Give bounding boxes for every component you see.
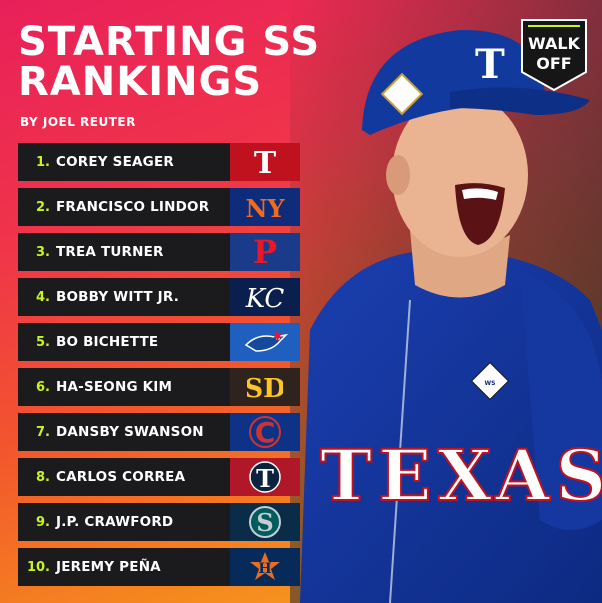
ranking-row: 9. J.P. CRAWFORD S: [18, 503, 300, 541]
svg-text:S: S: [256, 508, 273, 537]
player-name: FRANCISCO LINDOR: [56, 199, 210, 215]
player-name: BOBBY WITT JR.: [56, 289, 180, 305]
ranking-row: 7. DANSBY SWANSON C: [18, 413, 300, 451]
rank-number: 4.: [36, 289, 50, 305]
title-line-2: RANKINGS: [18, 59, 263, 105]
ranking-row: 4. BOBBY WITT JR. KC: [18, 278, 300, 316]
rank-number: 9.: [36, 514, 50, 530]
cubs-logo: C: [230, 413, 300, 451]
rank-number: 7.: [36, 424, 50, 440]
player-name: COREY SEAGER: [56, 154, 174, 170]
ranking-row: 8. CARLOS CORREA T: [18, 458, 300, 496]
svg-text:H: H: [258, 561, 271, 577]
player-name: JEREMY PEÑA: [56, 559, 161, 575]
ranking-row: 3. TREA TURNER P: [18, 233, 300, 271]
blue-jays-logo: [230, 323, 300, 361]
player-name: CARLOS CORREA: [56, 469, 186, 485]
svg-text:OFF: OFF: [536, 54, 571, 73]
phillies-logo: P: [230, 233, 300, 271]
svg-text:SD: SD: [247, 374, 283, 403]
rank-number: 5.: [36, 334, 50, 350]
rank-number: 8.: [36, 469, 50, 485]
rangers-logo: T: [230, 143, 300, 181]
svg-text:T: T: [475, 41, 505, 88]
rank-number: 6.: [36, 379, 50, 395]
rank-number: 2.: [36, 199, 50, 215]
mariners-logo: S: [230, 503, 300, 541]
player-name: TREA TURNER: [56, 244, 164, 260]
svg-text:T: T: [254, 147, 277, 177]
mets-logo: NY: [230, 188, 300, 226]
svg-text:NY: NY: [245, 194, 285, 222]
ranking-row: 2. FRANCISCO LINDOR NY: [18, 188, 300, 226]
rank-number: 10.: [26, 559, 50, 575]
ranking-row: 5. BO BICHETTE: [18, 323, 300, 361]
player-name: DANSBY SWANSON: [56, 424, 204, 440]
royals-logo: KC: [230, 278, 300, 316]
player-name: J.P. CRAWFORD: [56, 514, 174, 530]
rankings-list: 1. COREY SEAGER T 2. FRANCISCO LINDOR NY…: [18, 143, 300, 593]
svg-text:C: C: [255, 416, 276, 449]
svg-text:WS: WS: [485, 380, 496, 387]
svg-text:T: T: [256, 464, 274, 493]
svg-text:TEXAS: TEXAS: [320, 434, 602, 517]
rank-number: 1.: [36, 154, 50, 170]
player-name: BO BICHETTE: [56, 334, 159, 350]
rank-number: 3.: [36, 244, 50, 260]
twins-logo: T: [230, 458, 300, 496]
svg-text:KC: KC: [245, 284, 284, 312]
svg-text:WALK: WALK: [528, 34, 581, 53]
ranking-row: 1. COREY SEAGER T: [18, 143, 300, 181]
byline: BY JOEL REUTER: [20, 115, 136, 129]
ranking-row: 10. JEREMY PEÑA H: [18, 548, 300, 586]
ranking-row: 6. HA-SEONG KIM SD: [18, 368, 300, 406]
walk-off-logo: WALK OFF: [521, 19, 587, 92]
page-title: STARTING SS RANKINGS: [18, 22, 320, 102]
player-name: HA-SEONG KIM: [56, 379, 173, 395]
player-photo: T WS TEXAS: [290, 0, 602, 603]
astros-logo: H: [230, 548, 300, 586]
title-line-1: STARTING SS: [18, 19, 321, 65]
svg-text:P: P: [253, 236, 277, 268]
padres-logo: SD: [230, 368, 300, 406]
